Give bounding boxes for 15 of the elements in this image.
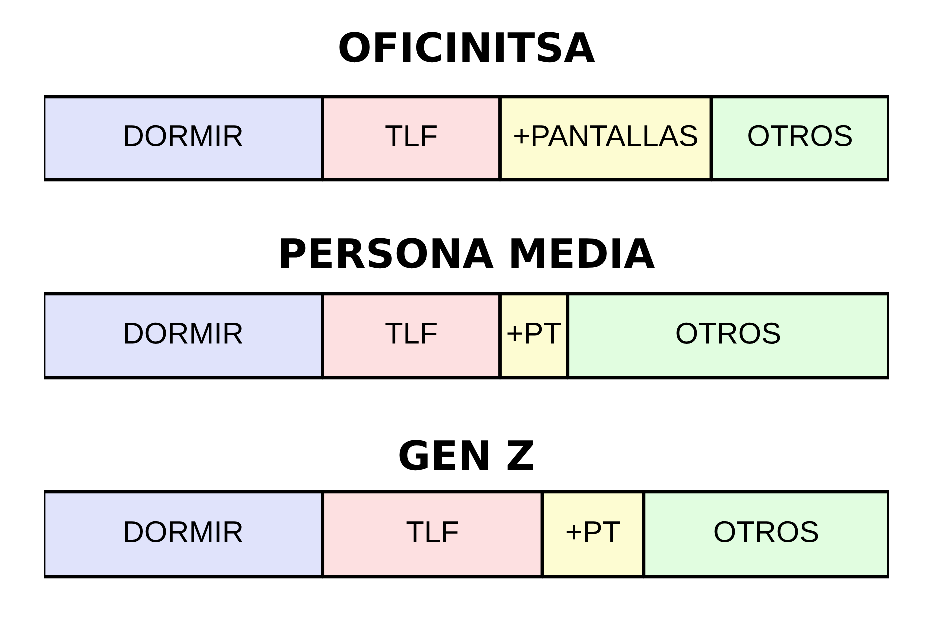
chart-title: OFICINITSA [340, 32, 596, 63]
series-label: +PANTALLAS [514, 125, 698, 147]
series-label: DORMIR [125, 125, 243, 147]
series-label: TLF [386, 126, 437, 146]
series-label: DORMIR [125, 521, 243, 543]
series-label: TLF [406, 522, 458, 542]
series-label: OTROS [676, 322, 780, 344]
series-label: +PT [566, 522, 620, 542]
series-label: TLF [386, 323, 437, 344]
chart-title: PERSONA MEDIA [282, 238, 655, 269]
chart-title: GEN Z [400, 440, 534, 471]
series-label: OTROS [748, 125, 852, 147]
series-label: +PT [508, 323, 562, 344]
series-label: OTROS [714, 521, 818, 543]
series-label: DORMIR [125, 322, 243, 344]
